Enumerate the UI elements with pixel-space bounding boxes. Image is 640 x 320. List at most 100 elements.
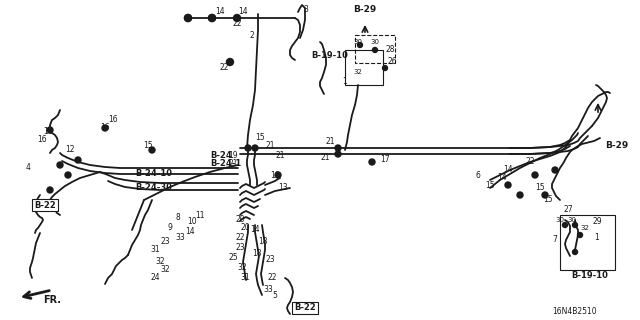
Circle shape xyxy=(563,222,568,228)
Text: 30: 30 xyxy=(371,39,380,45)
Circle shape xyxy=(65,172,71,178)
Text: 15: 15 xyxy=(255,133,265,142)
Text: 2: 2 xyxy=(250,30,254,39)
Circle shape xyxy=(75,157,81,163)
Text: 30: 30 xyxy=(353,39,362,45)
Circle shape xyxy=(335,145,341,151)
Text: 14: 14 xyxy=(185,228,195,236)
Text: B-24-1: B-24-1 xyxy=(210,158,241,167)
Circle shape xyxy=(577,233,582,237)
Text: 23: 23 xyxy=(160,237,170,246)
Text: 11: 11 xyxy=(195,211,205,220)
Text: 22: 22 xyxy=(232,20,242,28)
Text: B-19-10: B-19-10 xyxy=(572,270,609,279)
Circle shape xyxy=(57,162,63,168)
Text: 14: 14 xyxy=(215,7,225,17)
Text: 14: 14 xyxy=(250,226,260,235)
Text: 22: 22 xyxy=(525,157,535,166)
Bar xyxy=(560,215,615,270)
Text: 14: 14 xyxy=(503,165,513,174)
Text: 32: 32 xyxy=(155,258,165,267)
Text: 22: 22 xyxy=(236,234,244,243)
Text: 29: 29 xyxy=(592,218,602,227)
Text: B-29: B-29 xyxy=(353,5,376,14)
Circle shape xyxy=(102,125,108,131)
Text: B-24-30: B-24-30 xyxy=(135,183,172,193)
Text: 24: 24 xyxy=(150,274,160,283)
Text: 22: 22 xyxy=(220,63,228,73)
Text: 20: 20 xyxy=(235,215,245,225)
Text: 16: 16 xyxy=(37,135,47,145)
Text: 16N4B2510: 16N4B2510 xyxy=(553,308,597,316)
Circle shape xyxy=(227,59,234,66)
Text: B-24-10: B-24-10 xyxy=(135,169,172,178)
Text: 4: 4 xyxy=(26,164,31,172)
Text: 17: 17 xyxy=(380,156,390,164)
Circle shape xyxy=(47,127,53,133)
Circle shape xyxy=(245,145,251,151)
Text: B-22: B-22 xyxy=(34,201,56,210)
Text: 32: 32 xyxy=(237,263,247,273)
Text: 15: 15 xyxy=(543,196,553,204)
Circle shape xyxy=(275,172,281,178)
Text: 31: 31 xyxy=(150,245,160,254)
Circle shape xyxy=(573,250,577,254)
Circle shape xyxy=(372,47,378,52)
Text: 21: 21 xyxy=(228,158,237,167)
Circle shape xyxy=(184,14,191,21)
Circle shape xyxy=(552,167,558,173)
Text: 6: 6 xyxy=(476,171,481,180)
Circle shape xyxy=(542,192,548,198)
Text: 10: 10 xyxy=(187,218,197,227)
Text: B-22: B-22 xyxy=(294,303,316,313)
Text: 26: 26 xyxy=(387,58,397,67)
Text: 16: 16 xyxy=(108,116,118,124)
Circle shape xyxy=(369,159,375,165)
Bar xyxy=(345,50,383,85)
Circle shape xyxy=(573,222,577,228)
Text: 16: 16 xyxy=(43,127,53,137)
Circle shape xyxy=(383,66,387,70)
Text: 27: 27 xyxy=(563,205,573,214)
Text: 14: 14 xyxy=(238,7,248,17)
Text: 21: 21 xyxy=(325,138,335,147)
Text: 12: 12 xyxy=(65,146,75,155)
Text: 33: 33 xyxy=(263,285,273,294)
Circle shape xyxy=(335,151,341,157)
Text: 16: 16 xyxy=(100,124,110,132)
Text: 32: 32 xyxy=(160,266,170,275)
Text: 14: 14 xyxy=(497,173,507,182)
Text: 20: 20 xyxy=(240,223,250,233)
Circle shape xyxy=(209,14,216,21)
Text: B-29: B-29 xyxy=(605,140,628,149)
Text: 18: 18 xyxy=(259,237,268,246)
Text: 5: 5 xyxy=(273,291,277,300)
Text: 33: 33 xyxy=(175,234,185,243)
Text: 22: 22 xyxy=(268,274,276,283)
Text: 28: 28 xyxy=(385,45,395,54)
Text: 21: 21 xyxy=(275,150,285,159)
Text: 9: 9 xyxy=(168,223,172,233)
Circle shape xyxy=(532,172,538,178)
Text: 18: 18 xyxy=(252,250,262,259)
Text: 32: 32 xyxy=(580,225,589,231)
Text: 21: 21 xyxy=(320,154,330,163)
Text: 30: 30 xyxy=(568,217,577,223)
Text: 15: 15 xyxy=(485,180,495,189)
Text: 23: 23 xyxy=(235,244,245,252)
Circle shape xyxy=(234,14,241,21)
Text: 30: 30 xyxy=(556,217,564,223)
Text: 32: 32 xyxy=(353,69,362,75)
Text: 31: 31 xyxy=(240,274,250,283)
Text: 3: 3 xyxy=(303,5,308,14)
Text: 25: 25 xyxy=(228,253,238,262)
Text: FR.: FR. xyxy=(43,295,61,305)
Circle shape xyxy=(149,147,155,153)
Text: 8: 8 xyxy=(175,213,180,222)
Circle shape xyxy=(517,192,523,198)
Text: B-19-10: B-19-10 xyxy=(312,51,348,60)
Circle shape xyxy=(47,187,53,193)
Text: 21: 21 xyxy=(265,140,275,149)
Circle shape xyxy=(184,14,191,21)
Circle shape xyxy=(505,182,511,188)
